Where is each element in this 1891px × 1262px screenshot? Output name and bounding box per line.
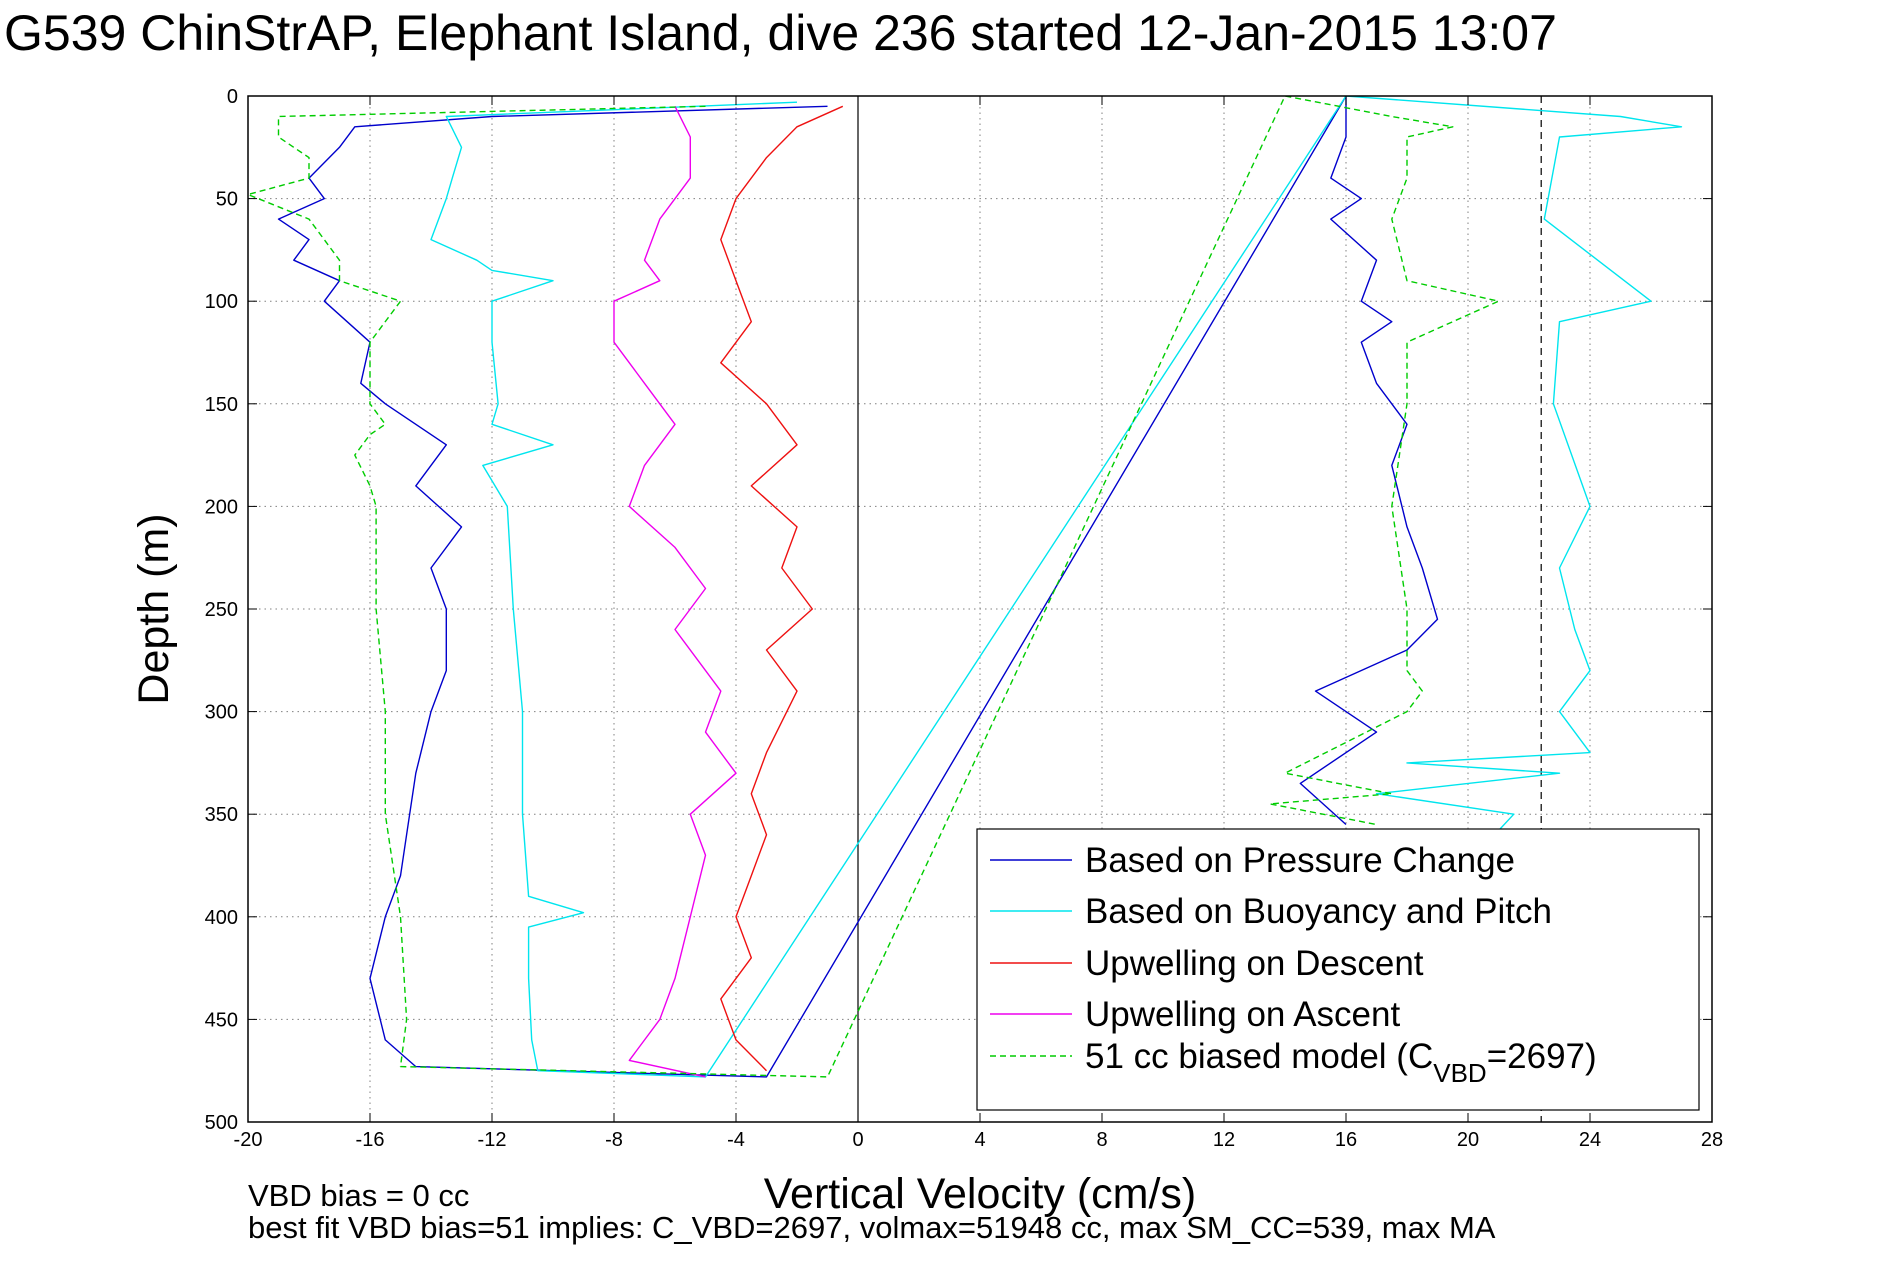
- x-tick-label: -4: [727, 1129, 745, 1151]
- y-tick-label: 100: [205, 291, 238, 313]
- y-axis-label: Depth (m): [130, 513, 178, 704]
- x-tick-label: -8: [605, 1129, 623, 1151]
- series-line-1: [430, 96, 1683, 1078]
- x-axis-ticks: -20 -16 -12 -8 -4 0 4 8 12 16 20 24 28: [234, 96, 1723, 1151]
- x-tick-label: 0: [852, 1129, 863, 1151]
- x-tick-label: 12: [1213, 1129, 1235, 1151]
- y-tick-label: 300: [205, 702, 238, 724]
- fit-summary-note: best fit VBD bias=51 implies: C_VBD=2697…: [248, 1210, 1496, 1245]
- y-tick-label: 200: [205, 496, 238, 518]
- y-tick-label: 400: [205, 907, 238, 929]
- y-tick-label: 500: [205, 1112, 238, 1134]
- x-tick-label: 20: [1457, 1129, 1479, 1151]
- legend-entry: Based on Buoyancy and Pitch: [1085, 892, 1552, 931]
- x-tick-label: -16: [356, 1129, 385, 1151]
- legend-entry: Upwelling on Ascent: [1085, 995, 1400, 1034]
- y-axis-ticks: 0 50 100 150 200 250 300 350 400 450 500: [205, 86, 1712, 1134]
- x-tick-label: 28: [1701, 1129, 1723, 1151]
- y-tick-label: 350: [205, 804, 238, 826]
- legend-entry: Based on Pressure Change: [1085, 841, 1515, 880]
- x-tick-label: -12: [478, 1129, 507, 1151]
- x-tick-label: 8: [1096, 1129, 1107, 1151]
- series-lines: [248, 96, 1683, 1078]
- y-tick-label: 450: [205, 1009, 238, 1031]
- x-tick-label: 24: [1579, 1129, 1601, 1151]
- x-tick-label: -20: [234, 1129, 263, 1151]
- legend-box: [976, 828, 1700, 1111]
- legend: Based on Pressure Change Based on Buoyanc…: [976, 828, 1700, 1111]
- y-tick-label: 250: [205, 599, 238, 621]
- legend-entry: Upwelling on Descent: [1085, 944, 1424, 983]
- y-tick-label: 50: [216, 189, 238, 211]
- y-tick-label: 0: [227, 86, 238, 108]
- x-tick-label: 16: [1335, 1129, 1357, 1151]
- x-tick-label: 4: [974, 1129, 985, 1151]
- series-line-4: [248, 96, 1500, 1078]
- chart-title: G539 ChinStrAP, Elephant Island, dive 23…: [4, 5, 1557, 61]
- x-axis-label: Vertical Velocity (cm/s): [764, 1170, 1197, 1218]
- y-tick-label: 150: [205, 394, 238, 416]
- series-line-2: [720, 105, 844, 1072]
- series-line-0: [277, 96, 1439, 1078]
- bias-note: VBD bias = 0 cc: [248, 1178, 469, 1213]
- series-line-3: [613, 105, 737, 1078]
- legend-entry: 51 cc biased model (CVBD=2697): [1085, 1037, 1597, 1088]
